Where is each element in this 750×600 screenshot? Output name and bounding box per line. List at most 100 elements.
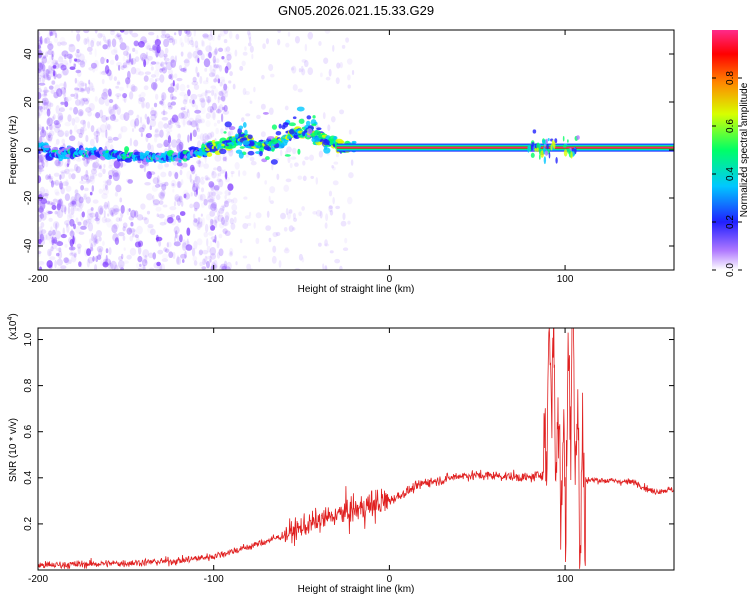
spectrogram-noise-blob xyxy=(108,158,114,167)
spectrogram-noise-blob xyxy=(38,156,41,164)
spectrogram-noise-blob xyxy=(177,181,181,188)
spectrogram-noise-blob xyxy=(148,47,153,52)
spectrogram-noise-blob xyxy=(189,98,192,104)
spectrogram-noise-blob xyxy=(135,262,142,269)
spectrogram-noise-blob xyxy=(42,72,46,79)
spectrogram-noise-blob xyxy=(268,195,271,203)
spectrogram-noise-blob xyxy=(228,130,234,136)
spectrogram-noise-blob xyxy=(334,258,341,264)
spectrogram-noise-blob xyxy=(221,93,226,103)
spectrogram-noise-blob xyxy=(322,263,325,270)
spectrogram-noise-blob xyxy=(182,162,188,168)
spectrogram-noise-blob xyxy=(222,110,230,115)
spectrogram-noise-blob xyxy=(62,181,69,187)
spectrogram-noise-blob xyxy=(130,209,137,219)
spectrogram-noise-blob xyxy=(154,129,159,133)
spectrogram-noise-blob xyxy=(201,92,208,96)
spectrogram-noise-blob xyxy=(164,33,171,39)
spectrogram-noise-blob xyxy=(245,91,250,96)
spectrogram-noise-blob xyxy=(211,33,216,42)
spectrogram-noise-blob xyxy=(39,186,45,195)
spectrogram-noise-blob xyxy=(235,261,238,266)
spectrogram-noise-blob xyxy=(301,206,305,211)
spectrogram-noise-blob xyxy=(68,202,75,208)
spectrogram-noise-blob xyxy=(141,101,145,109)
spectrogram-noise-blob xyxy=(180,179,184,186)
spectrogram-noise-blob xyxy=(156,213,159,218)
spectrogram-noise-blob xyxy=(211,171,217,179)
spectrogram-noise-blob xyxy=(115,93,122,97)
spectrogram-noise-blob xyxy=(51,53,54,61)
spectrogram-noise-blob xyxy=(57,112,64,121)
spectrogram-noise-blob xyxy=(38,127,41,131)
spectrogram-x-axis: -200 -100 0 100 xyxy=(28,30,574,285)
spectrogram-noise-blob xyxy=(155,77,160,81)
spectrogram-noise-blob xyxy=(137,255,143,263)
spectrogram-noise-blob xyxy=(181,110,188,120)
spectrogram-noise-blob xyxy=(348,172,354,179)
spectrogram-noise-blob xyxy=(139,164,144,169)
spectrogram-noise-blob xyxy=(81,58,88,64)
spectrogram-noise-blob xyxy=(47,136,53,143)
spectrogram-noise-blob xyxy=(95,127,103,134)
spectrogram-noise-blob xyxy=(107,169,115,178)
spectrogram-ridge-blob xyxy=(275,130,282,136)
spectrogram-noise-blob xyxy=(309,154,315,161)
spectrogram-noise-blob xyxy=(38,102,41,106)
spectrogram-noise-blob xyxy=(56,247,61,251)
spectrogram-noise-blob xyxy=(77,87,84,92)
spectrogram-noise-blob xyxy=(194,176,201,184)
spectrogram-noise-blob xyxy=(102,240,105,247)
spectrogram-noise-blob xyxy=(177,217,182,223)
spectrogram-noise-blob xyxy=(52,198,58,203)
spectrogram-noise-blob xyxy=(55,222,58,232)
spectrogram-noise-blob xyxy=(214,206,218,213)
spectrogram-noise-blob xyxy=(38,166,42,175)
spectrogram-noise-blob xyxy=(86,86,91,95)
spectrogram-noise-blob xyxy=(130,221,134,227)
spectrogram-noise-blob xyxy=(166,241,172,248)
spectrogram-noise-blob xyxy=(163,53,168,58)
spectrogram-noise-blob xyxy=(229,217,234,225)
spectrogram-noise-blob xyxy=(207,106,214,113)
spectrogram-noise-blob xyxy=(158,213,165,219)
spectrogram-noise-blob xyxy=(128,53,132,63)
spectrogram-noise-blob xyxy=(47,64,51,74)
spectrogram-noise-blob xyxy=(64,220,71,226)
spectrogram-noise-blob xyxy=(70,133,74,138)
spectrogram-noise-blob xyxy=(189,164,195,172)
spectrogram-noise-blob xyxy=(207,34,213,41)
spectrogram-noise-blob xyxy=(173,32,177,36)
spectrogram-noise-blob xyxy=(172,251,176,260)
spectrogram-noise-blob xyxy=(76,79,80,88)
spectrogram-noise-blob xyxy=(159,74,165,83)
spectrogram-noise-blob xyxy=(192,129,197,138)
spectrogram-noise-blob xyxy=(172,188,175,193)
spectrogram-noise-blob xyxy=(110,30,115,36)
spectrogram-noise-blob xyxy=(168,251,174,259)
spectrogram-noise-blob xyxy=(45,105,52,111)
spectrogram-noise-blob xyxy=(145,51,148,60)
spectrogram-noise-blob xyxy=(38,161,41,170)
spectrogram-noise-blob xyxy=(297,88,303,93)
spectrogram-noise-blob xyxy=(217,35,221,41)
spectrogram-noise-blob xyxy=(283,226,288,232)
spectrogram-noise-blob xyxy=(297,175,303,180)
spectrogram-noise-blob xyxy=(67,114,72,122)
spectrogram-noise-blob xyxy=(292,212,296,220)
spectrogram-noise-blob xyxy=(179,234,183,243)
snr-x-tick-label: -200 xyxy=(28,574,48,585)
spectrogram-noise-blob xyxy=(218,104,224,112)
spectrogram-noise-blob xyxy=(48,85,54,90)
spectrogram-noise-blob xyxy=(108,207,116,215)
spectrogram-noise-blob xyxy=(226,62,232,71)
spectrogram-noise-blob xyxy=(50,89,55,94)
spectrogram-noise-blob xyxy=(109,260,112,267)
spectrogram-noise-blob xyxy=(147,223,154,229)
spectrogram-noise-blob xyxy=(130,84,136,92)
spectrogram-disturbance-blob xyxy=(528,144,531,152)
spectrogram-noise-blob xyxy=(205,45,213,53)
spectrogram-noise-blob xyxy=(128,215,135,221)
spectrogram-noise-blob xyxy=(140,97,145,102)
spectrogram-noise-blob xyxy=(104,57,107,61)
